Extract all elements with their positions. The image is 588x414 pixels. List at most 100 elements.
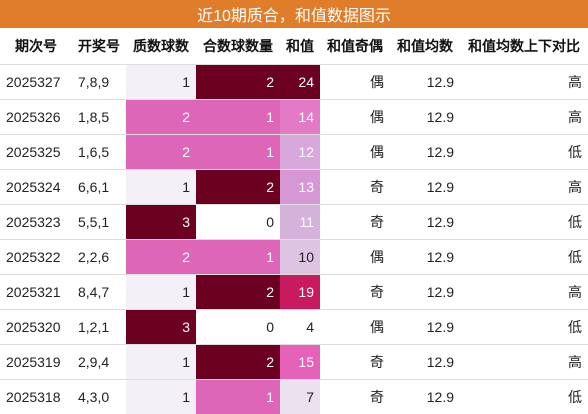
numbers-cell: 1,6,5 xyxy=(72,135,126,170)
numbers-cell: 5,5,1 xyxy=(72,205,126,240)
numbers-cell: 4,3,0 xyxy=(72,380,126,414)
prime-count-cell: 2 xyxy=(126,240,196,275)
numbers-cell: 1,8,5 xyxy=(72,100,126,135)
composite-count-cell: 2 xyxy=(196,275,280,310)
compare-cell: 高 xyxy=(460,345,588,380)
issue-cell: 2025320 xyxy=(0,310,72,345)
compare-cell: 高 xyxy=(460,65,588,100)
average-cell: 12.9 xyxy=(390,345,460,380)
sum-cell: 19 xyxy=(280,275,320,310)
composite-count-cell: 1 xyxy=(196,135,280,170)
parity-cell: 奇 xyxy=(320,205,390,240)
composite-count-cell: 2 xyxy=(196,65,280,100)
issue-cell: 2025326 xyxy=(0,100,72,135)
sum-cell: 11 xyxy=(280,205,320,240)
sum-cell: 7 xyxy=(280,380,320,414)
numbers-cell: 1,2,1 xyxy=(72,310,126,345)
sum-cell: 10 xyxy=(280,240,320,275)
numbers-cell: 2,2,6 xyxy=(72,240,126,275)
prime-count-cell: 1 xyxy=(126,275,196,310)
parity-cell: 偶 xyxy=(320,240,390,275)
issue-cell: 2025318 xyxy=(0,380,72,414)
header-row: 期次号 开奖号 质数球数 合数球数量 和值 和值奇偶 和值均数 和值均数上下对比 xyxy=(0,28,588,65)
prime-count-cell: 2 xyxy=(126,135,196,170)
header-composites: 合数球数量 xyxy=(196,28,280,65)
issue-cell: 2025321 xyxy=(0,275,72,310)
average-cell: 12.9 xyxy=(390,310,460,345)
prime-count-cell: 1 xyxy=(126,345,196,380)
prime-count-cell: 2 xyxy=(126,100,196,135)
sum-cell: 4 xyxy=(280,310,320,345)
parity-cell: 偶 xyxy=(320,135,390,170)
average-cell: 12.9 xyxy=(390,100,460,135)
compare-cell: 高 xyxy=(460,170,588,205)
parity-cell: 奇 xyxy=(320,345,390,380)
prime-count-cell: 3 xyxy=(126,310,196,345)
average-cell: 12.9 xyxy=(390,275,460,310)
header-primes: 质数球数 xyxy=(126,28,196,65)
numbers-cell: 8,4,7 xyxy=(72,275,126,310)
average-cell: 12.9 xyxy=(390,205,460,240)
header-issue: 期次号 xyxy=(0,28,72,65)
prime-count-cell: 3 xyxy=(126,205,196,240)
average-cell: 12.9 xyxy=(390,135,460,170)
prime-count-cell: 1 xyxy=(126,65,196,100)
issue-cell: 2025327 xyxy=(0,65,72,100)
table-title: 近10期质合，和值数据图示 xyxy=(0,0,588,28)
compare-cell: 低 xyxy=(460,240,588,275)
header-parity: 和值奇偶 xyxy=(320,28,390,65)
compare-cell: 低 xyxy=(460,310,588,345)
parity-cell: 偶 xyxy=(320,65,390,100)
compare-cell: 低 xyxy=(460,205,588,240)
compare-cell: 高 xyxy=(460,275,588,310)
header-compare: 和值均数上下对比 xyxy=(460,28,588,65)
composite-count-cell: 0 xyxy=(196,205,280,240)
numbers-cell: 7,8,9 xyxy=(72,65,126,100)
parity-cell: 偶 xyxy=(320,310,390,345)
parity-cell: 偶 xyxy=(320,100,390,135)
sum-cell: 15 xyxy=(280,345,320,380)
prime-count-cell: 1 xyxy=(126,170,196,205)
lottery-stats-table: 期次号 开奖号 质数球数 合数球数量 和值 和值奇偶 和值均数 和值均数上下对比… xyxy=(0,28,588,414)
composite-count-cell: 0 xyxy=(196,310,280,345)
compare-cell: 低 xyxy=(460,380,588,414)
issue-cell: 2025322 xyxy=(0,240,72,275)
composite-count-cell: 2 xyxy=(196,170,280,205)
composite-count-cell: 1 xyxy=(196,380,280,414)
issue-cell: 2025325 xyxy=(0,135,72,170)
parity-cell: 奇 xyxy=(320,380,390,414)
sum-cell: 14 xyxy=(280,100,320,135)
sum-cell: 12 xyxy=(280,135,320,170)
header-numbers: 开奖号 xyxy=(72,28,126,65)
parity-cell: 奇 xyxy=(320,170,390,205)
issue-cell: 2025319 xyxy=(0,345,72,380)
numbers-cell: 2,9,4 xyxy=(72,345,126,380)
issue-cell: 2025323 xyxy=(0,205,72,240)
issue-cell: 2025324 xyxy=(0,170,72,205)
header-average: 和值均数 xyxy=(390,28,460,65)
sum-cell: 24 xyxy=(280,65,320,100)
average-cell: 12.9 xyxy=(390,65,460,100)
compare-cell: 高 xyxy=(460,100,588,135)
composite-count-cell: 1 xyxy=(196,100,280,135)
average-cell: 12.9 xyxy=(390,380,460,414)
average-cell: 12.9 xyxy=(390,170,460,205)
prime-count-cell: 1 xyxy=(126,380,196,414)
average-cell: 12.9 xyxy=(390,240,460,275)
compare-cell: 低 xyxy=(460,135,588,170)
header-sum: 和值 xyxy=(280,28,320,65)
numbers-cell: 6,6,1 xyxy=(72,170,126,205)
parity-cell: 奇 xyxy=(320,275,390,310)
composite-count-cell: 1 xyxy=(196,240,280,275)
sum-cell: 13 xyxy=(280,170,320,205)
